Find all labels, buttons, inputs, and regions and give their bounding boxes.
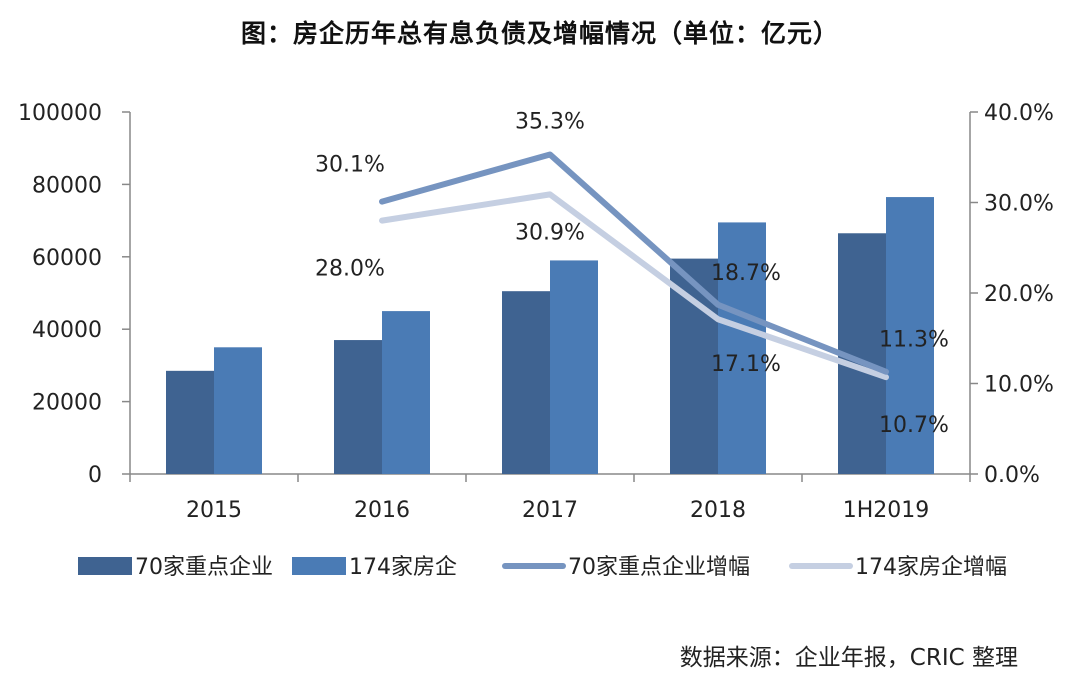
legend-item-174-growth-label: 174家房企增幅: [855, 555, 1007, 580]
bar-174-companies: [550, 260, 598, 474]
x-tick-label: 1H2019: [843, 498, 930, 523]
y-right-tick-label: 10.0%: [984, 373, 1054, 398]
y-left-tick-label: 40000: [32, 318, 102, 343]
legend-item-70-key-companies-swatch: [78, 557, 132, 575]
y-right-tick-label: 40.0%: [984, 101, 1054, 126]
label-70-growth: 11.3%: [879, 328, 949, 353]
axes: 0 20000 40000 60000 80000 100000 0.0% 10.0% 20.0…: [18, 101, 1054, 523]
bar-174-companies: [382, 311, 430, 474]
label-70-growth: 35.3%: [515, 110, 585, 135]
line-174-companies-growth: [379, 191, 889, 381]
line-70-key-companies-growth: [379, 151, 889, 375]
bar-174-companies: [718, 222, 766, 474]
bars: [166, 197, 934, 474]
bar-70-key-companies: [502, 291, 550, 474]
x-tick-label: 2016: [354, 498, 410, 523]
y-left-tick-label: 80000: [32, 173, 102, 198]
y-left-tick-label: 100000: [18, 101, 102, 126]
legend: 70家重点企业 174家房企 70家重点企业增幅 174家房企增幅: [78, 555, 1007, 580]
bar-70-key-companies: [334, 340, 382, 474]
label-174-growth: 28.0%: [315, 257, 385, 282]
label-70-growth: 30.1%: [315, 153, 385, 178]
label-174-growth: 30.9%: [515, 220, 585, 245]
bar-174-companies: [214, 347, 262, 474]
legend-item-174-companies-label: 174家房企: [349, 555, 457, 580]
y-left-tick-label: 0: [88, 463, 102, 488]
x-tick-label: 2017: [522, 498, 578, 523]
legend-item-174-companies-swatch: [292, 557, 346, 575]
data-labels: 30.1% 35.3% 18.7% 11.3% 28.0% 30.9% 17.1% 10.7%: [315, 110, 949, 439]
y-right-tick-label: 30.0%: [984, 192, 1054, 217]
source-note: 数据来源：企业年报，CRIC 整理: [679, 645, 1018, 671]
x-tick-label: 2018: [690, 498, 746, 523]
bar-174-companies: [886, 197, 934, 474]
y-right-tick-label: 20.0%: [984, 282, 1054, 307]
y-left-tick-label: 20000: [32, 391, 102, 416]
chart-title: 图：房企历年总有息负债及增幅情况（单位：亿元）: [240, 19, 839, 48]
bar-70-key-companies: [166, 370, 214, 474]
y-right-tick-label: 0.0%: [984, 463, 1040, 488]
series-lines: [379, 151, 889, 381]
label-174-growth: 10.7%: [879, 413, 949, 438]
legend-item-70-growth-label: 70家重点企业增幅: [568, 555, 750, 580]
x-tick-label: 2015: [186, 498, 242, 523]
legend-item-70-key-companies-label: 70家重点企业: [135, 555, 273, 580]
y-left-tick-label: 60000: [32, 246, 102, 271]
label-70-growth: 18.7%: [711, 261, 781, 286]
label-174-growth: 17.1%: [711, 352, 781, 377]
